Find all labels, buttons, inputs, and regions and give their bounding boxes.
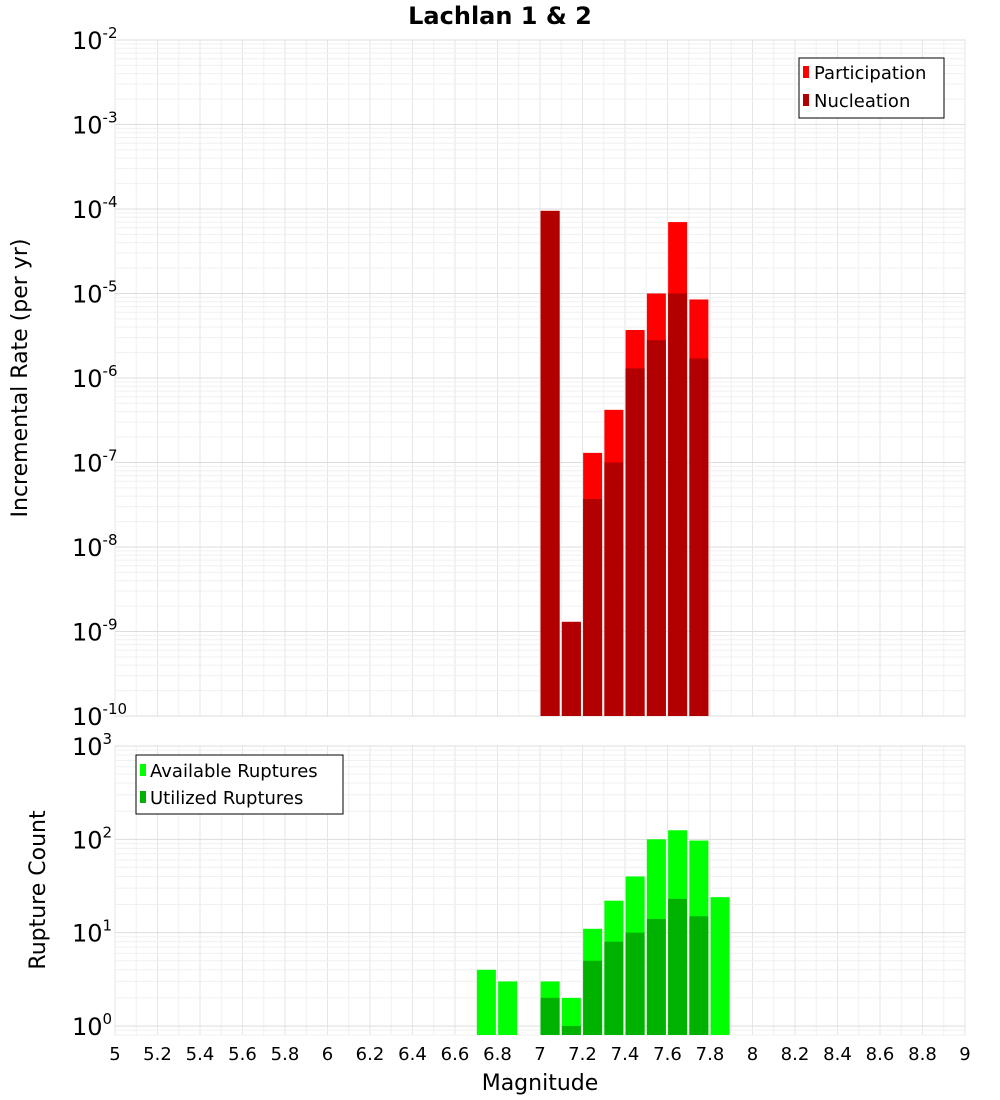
utilized-legend-label: Utilized Ruptures [150,788,303,809]
available-ruptures-bar [498,981,518,1035]
utilized-ruptures-bar [583,960,603,1035]
rate-y-ticks: 10-2 10-3 10-4 10-5 10-6 10-7 10-8 10-9 10-10 [72,24,127,731]
participation-legend-label: Participation [814,63,926,84]
rate-panel: 10-2 10-3 10-4 10-5 10-6 10-7 10-8 10-9 10-10 In… [8,24,966,731]
nucleation-legend-swatch [803,94,809,106]
participation-legend-swatch [803,66,809,78]
x-tick-label: 5.8 [271,1044,300,1065]
count-bars [476,830,730,1035]
x-axis-label: Magnitude [482,1071,599,1096]
y-tick-label: 10-9 [72,616,118,647]
x-tick-label: 5.6 [228,1044,257,1065]
nucleation-bar [561,621,581,716]
nucleation-bar [604,462,624,716]
available-ruptures-bar [476,969,496,1035]
x-tick-label: 8.2 [781,1044,810,1065]
x-tick-label: 6.6 [441,1044,470,1065]
nucleation-bar [689,358,709,716]
y-tick-label: 10-2 [72,24,118,55]
x-tick-label: 6.4 [398,1044,427,1065]
y-tick-label: 10-8 [72,531,118,562]
x-tick-label: 5 [109,1044,120,1065]
y-tick-label: 100 [72,1010,112,1041]
y-tick-label: 101 [72,917,112,948]
magnitude-x-ticks: 5 5.2 5.4 5.6 5.8 6 6.2 6.4 6.6 6.8 7 7.2 7.4 7.6 7.8 8… [109,1044,970,1065]
nucleation-bar [540,210,560,716]
count-gridlines [114,745,966,1036]
count-legend: Available Ruptures Utilized Ruptures [135,754,344,815]
y-tick-label: 102 [72,823,112,854]
rate-bars [540,210,709,716]
nucleation-bar [583,498,603,716]
utilized-ruptures-bar [540,997,560,1035]
utilized-ruptures-bar [668,898,688,1035]
rate-legend-box [798,57,945,119]
x-tick-label: 7.2 [568,1044,597,1065]
available-legend-label: Available Ruptures [150,761,318,782]
count-y-axis-label: Rupture Count [26,810,51,970]
x-tick-label: 7.4 [611,1044,640,1065]
y-tick-label: 103 [72,730,112,761]
available-ruptures-bar [561,997,581,1035]
x-tick-label: 8.4 [823,1044,852,1065]
nucleation-bar [625,368,645,716]
utilized-ruptures-bar [625,932,645,1035]
x-tick-label: 8.8 [908,1044,937,1065]
utilized-ruptures-bar [561,1025,581,1035]
nucleation-legend-label: Nucleation [814,91,910,112]
y-tick-label: 10-10 [72,700,127,731]
x-tick-label: 5.2 [143,1044,172,1065]
count-panel: 103 102 101 100 5 5.2 5.4 5.6 5.8 6 6.2 6.4 6.6 6.8 7… [26,730,971,1096]
y-tick-label: 10-3 [72,109,118,140]
x-tick-label: 8 [747,1044,758,1065]
nucleation-bar [646,340,666,716]
y-tick-label: 10-7 [72,447,118,478]
rate-y-axis-label: Incremental Rate (per yr) [8,239,33,518]
utilized-legend-swatch [140,791,146,803]
x-tick-label: 6.2 [356,1044,385,1065]
x-tick-label: 6.8 [483,1044,512,1065]
x-tick-label: 6 [322,1044,333,1065]
rate-gridlines [114,39,966,717]
rate-legend: Participation Nucleation [798,57,945,119]
x-tick-label: 8.6 [866,1044,895,1065]
utilized-ruptures-bar [604,941,624,1035]
utilized-ruptures-bar [689,916,709,1035]
chart-title: Lachlan 1 & 2 [408,2,592,30]
x-tick-label: 7 [534,1044,545,1065]
y-tick-label: 10-4 [72,193,118,224]
nucleation-bar [668,293,688,716]
count-legend-box [135,754,344,815]
available-legend-swatch [140,764,146,776]
count-y-ticks: 103 102 101 100 [72,730,112,1041]
available-ruptures-bar [710,897,730,1035]
x-tick-label: 5.4 [186,1044,215,1065]
x-tick-label: 7.8 [696,1044,725,1065]
y-tick-label: 10-6 [72,362,118,393]
x-tick-label: 9 [959,1044,970,1065]
x-tick-label: 7.6 [653,1044,682,1065]
y-tick-label: 10-5 [72,278,118,309]
utilized-ruptures-bar [646,919,666,1035]
